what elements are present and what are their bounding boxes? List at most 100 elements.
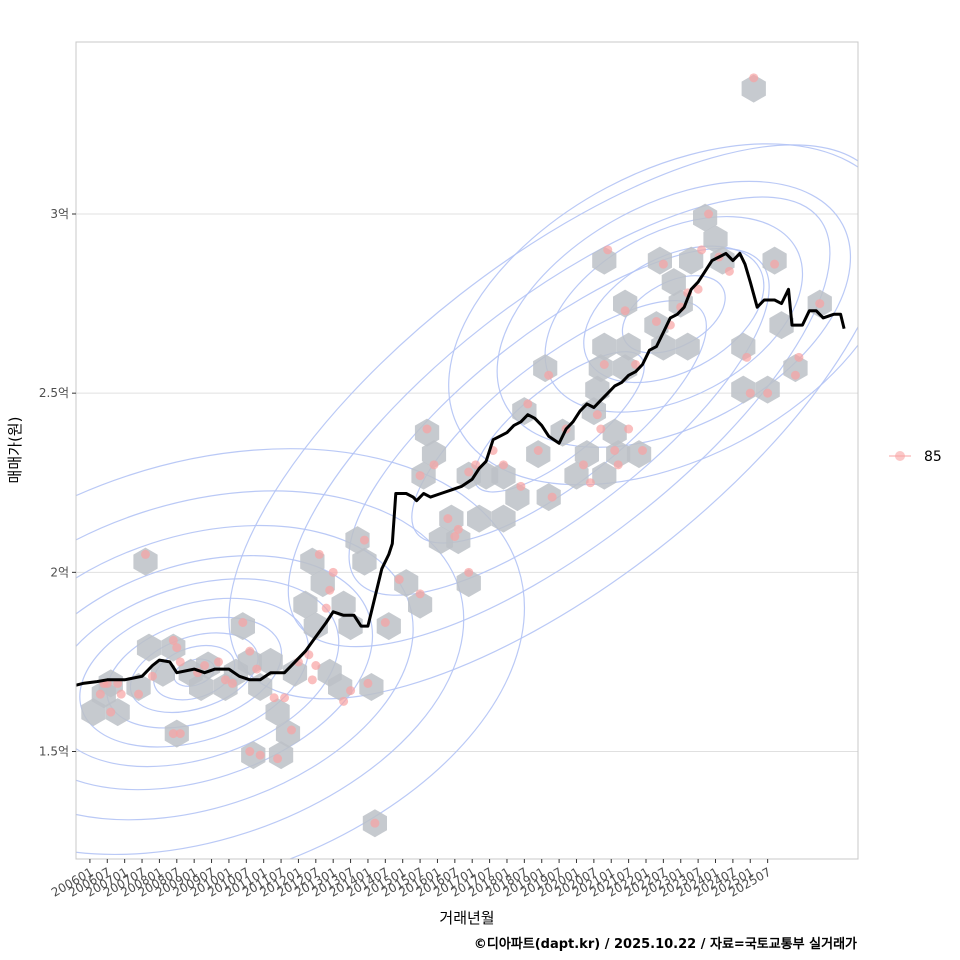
data-point-50 xyxy=(464,567,474,577)
data-point-85 xyxy=(749,73,759,83)
data-point-42 xyxy=(394,575,404,584)
data-point-9 xyxy=(168,635,178,645)
data-point-72 xyxy=(638,446,648,455)
data-point-70 xyxy=(624,424,634,434)
data-point-8 xyxy=(147,671,157,681)
data-point-58 xyxy=(544,370,554,380)
data-point-52 xyxy=(471,460,481,470)
data-point-84 xyxy=(745,388,755,398)
density-contour-2-2 xyxy=(544,215,804,413)
data-point-78 xyxy=(693,284,703,294)
hexbin-86 xyxy=(769,311,794,340)
hexbin-73 xyxy=(651,332,676,361)
data-point-56 xyxy=(523,399,533,409)
data-point-79 xyxy=(697,245,707,255)
data-point-35 xyxy=(328,567,338,577)
density-contour-2-4 xyxy=(448,143,858,486)
data-point-63 xyxy=(592,410,602,420)
data-point-54 xyxy=(498,460,508,470)
data-point-46 xyxy=(429,460,439,470)
data-point-49 xyxy=(453,524,463,534)
panel-border xyxy=(75,41,859,860)
y-tick-label-2: 2.5억 xyxy=(39,386,69,400)
hexbin-69 xyxy=(616,332,641,361)
data-point-36 xyxy=(339,696,349,706)
data-point-17 xyxy=(220,675,230,685)
hexbin-33 xyxy=(352,547,377,576)
data-point-80 xyxy=(704,209,714,219)
hexbin-6 xyxy=(136,633,162,662)
data-point-33 xyxy=(321,603,331,613)
data-point-7 xyxy=(134,689,144,699)
data-point-65 xyxy=(599,360,609,369)
data-point-3 xyxy=(106,707,116,717)
hexbin-82 xyxy=(731,332,756,361)
y-axis-title: 매매가(원) xyxy=(6,417,24,484)
hexbin-11 xyxy=(189,673,214,701)
hexbin-74 xyxy=(661,268,686,297)
hexbin-47 xyxy=(467,504,492,533)
data-point-44 xyxy=(415,471,425,481)
density-contour-2-3 xyxy=(496,180,852,448)
hexbin-63 xyxy=(592,461,617,490)
data-point-15 xyxy=(200,661,210,670)
data-point-39 xyxy=(363,678,373,688)
hexbin-20 xyxy=(265,698,290,727)
data-point-41 xyxy=(380,618,390,627)
data-point-6 xyxy=(141,549,151,559)
y-tick-label-3: 3억 xyxy=(50,207,69,221)
data-point-25 xyxy=(280,693,290,703)
data-point-47 xyxy=(443,514,453,524)
data-point-13 xyxy=(175,729,185,739)
hexbin-5 xyxy=(133,547,158,576)
data-point-64 xyxy=(596,424,606,434)
data-point-88 xyxy=(790,370,800,380)
data-point-40 xyxy=(370,818,380,828)
hexbin-38 xyxy=(408,590,433,619)
data-point-82 xyxy=(724,266,734,276)
density-contour-1-2 xyxy=(348,247,770,596)
scatter-points xyxy=(95,73,825,828)
data-point-68 xyxy=(613,460,623,470)
data-point-69 xyxy=(620,306,630,316)
data-point-45 xyxy=(422,424,432,434)
trend-line xyxy=(75,251,846,687)
data-point-90 xyxy=(815,299,825,309)
trend-layer xyxy=(75,251,846,687)
data-point-5 xyxy=(116,689,126,699)
data-point-89 xyxy=(794,352,804,362)
data-point-51 xyxy=(464,467,474,477)
hexbin-30 xyxy=(331,590,356,619)
hexbin-58 xyxy=(574,440,599,469)
x-axis: 2006012006072007012007072008012008072009… xyxy=(49,859,773,900)
data-point-57 xyxy=(533,446,543,455)
data-point-12 xyxy=(168,729,178,739)
hexbin-50 xyxy=(491,461,516,490)
y-tick-label-0: 1.5억 xyxy=(39,745,69,759)
data-point-59 xyxy=(547,492,557,502)
density-contour-0-5 xyxy=(76,578,340,768)
hexbin-83 xyxy=(741,74,766,103)
hexbin-77 xyxy=(679,246,704,275)
data-point-34 xyxy=(325,585,335,595)
hexbin-7 xyxy=(150,658,175,687)
data-point-55 xyxy=(516,481,526,491)
data-point-21 xyxy=(252,664,262,674)
data-point-86 xyxy=(763,388,773,398)
data-point-18 xyxy=(227,678,237,688)
data-point-0 xyxy=(95,689,105,699)
hexbin-76 xyxy=(675,332,700,361)
hexbin-45 xyxy=(456,569,481,598)
density-contour-1-3 xyxy=(287,196,831,648)
data-point-61 xyxy=(578,460,588,470)
data-point-26 xyxy=(286,725,296,735)
data-point-16 xyxy=(213,657,223,667)
hexbin-32 xyxy=(345,526,370,555)
hexbin-29 xyxy=(328,673,353,701)
data-point-30 xyxy=(307,675,317,685)
y-tick-label-1: 2억 xyxy=(50,565,69,579)
hexbin-49 xyxy=(491,504,516,533)
data-point-48 xyxy=(450,532,460,541)
hexbin-24 xyxy=(293,590,318,619)
